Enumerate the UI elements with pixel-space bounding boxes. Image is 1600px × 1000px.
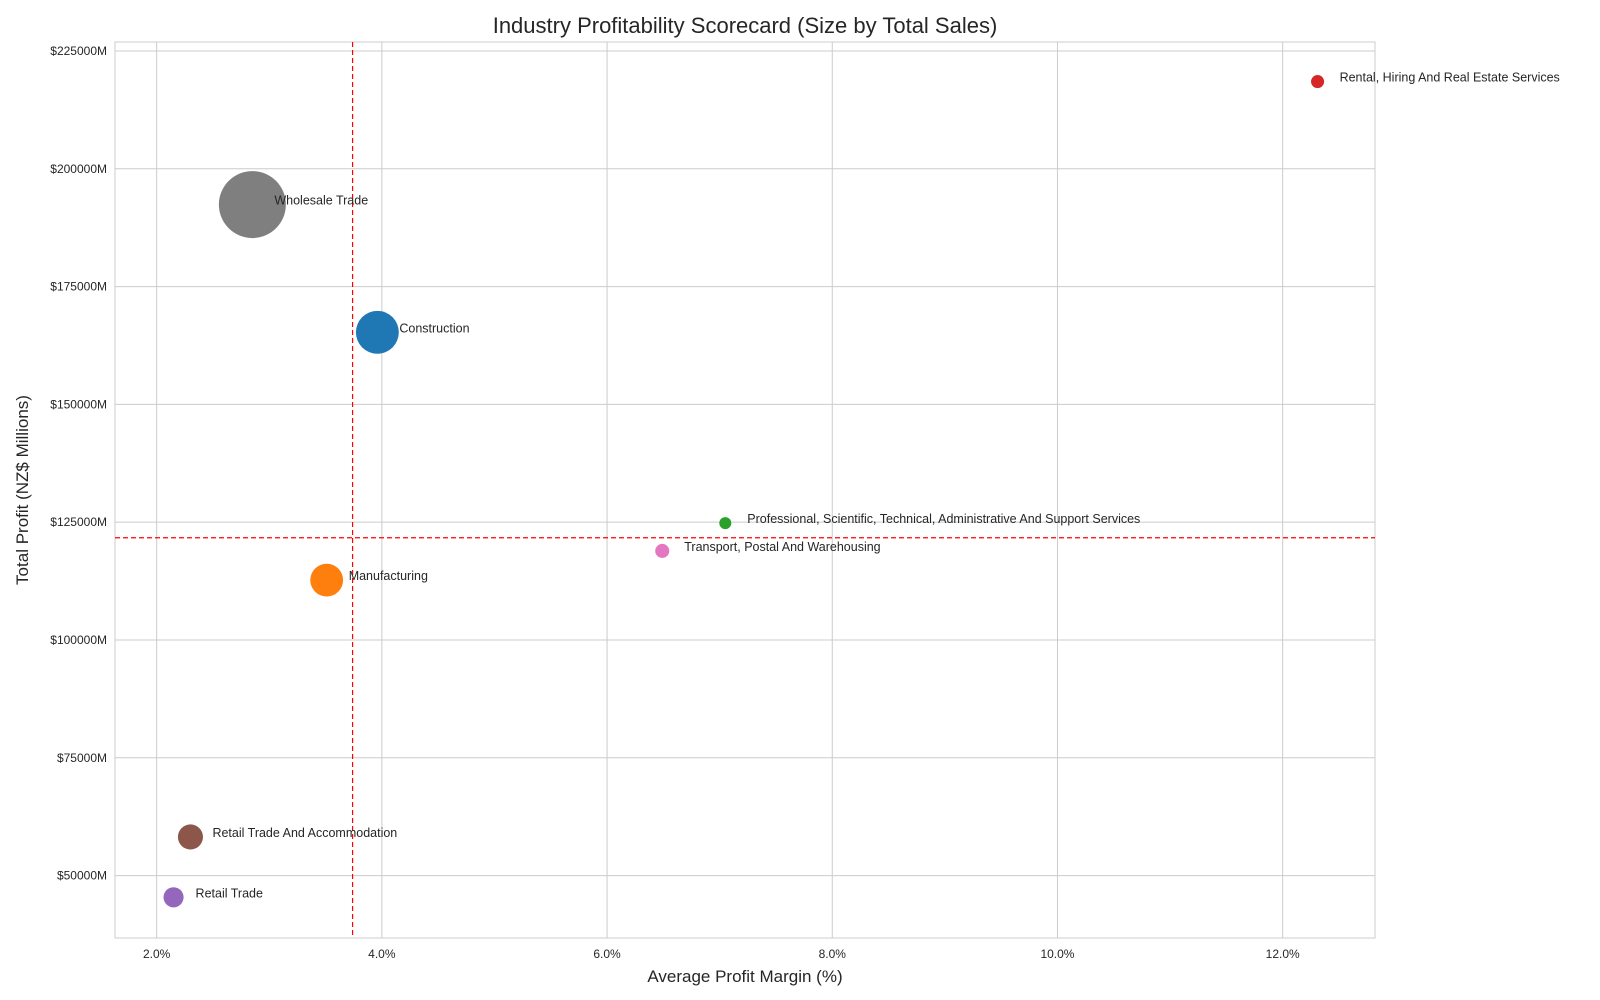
point-label: Professional, Scientific, Technical, Adm…	[747, 512, 1140, 526]
y-tick-label: $125000M	[50, 515, 107, 529]
x-axis-label: Average Profit Margin (%)	[647, 967, 842, 986]
y-axis-label: Total Profit (NZ$ Millions)	[13, 395, 32, 585]
data-point	[1311, 75, 1325, 89]
data-point	[719, 517, 732, 530]
point-label: Retail Trade And Accommodation	[212, 826, 397, 840]
point-label: Rental, Hiring And Real Estate Services	[1340, 71, 1560, 85]
point-label: Transport, Postal And Warehousing	[684, 540, 880, 554]
y-tick-label: $200000M	[50, 162, 107, 176]
x-tick-label: 6.0%	[593, 947, 621, 961]
x-tick-label: 12.0%	[1266, 947, 1300, 961]
x-tick-label: 2.0%	[143, 947, 171, 961]
data-point	[163, 887, 184, 908]
point-label: Retail Trade	[196, 886, 263, 900]
plot-area	[114, 41, 1376, 939]
point-label: Wholesale Trade	[274, 194, 368, 208]
data-point	[655, 543, 670, 558]
y-axis-ticks: $50000M $75000M $100000M $125000M $150000M $1…	[50, 44, 107, 883]
chart-title: Industry Profitability Scorecard (Size b…	[493, 13, 998, 38]
data-point	[177, 824, 203, 850]
data-points: Wholesale Trade Construction Rental, Hirin…	[163, 71, 1560, 908]
point-label: Construction	[399, 321, 469, 335]
y-tick-label: $75000M	[57, 751, 107, 765]
x-tick-label: 8.0%	[819, 947, 847, 961]
x-tick-label: 10.0%	[1040, 947, 1074, 961]
y-tick-label: $100000M	[50, 633, 107, 647]
grid	[115, 42, 1375, 938]
data-point	[310, 563, 344, 597]
y-tick-label: $225000M	[50, 44, 107, 58]
x-axis-ticks: 2.0% 4.0% 6.0% 8.0% 10.0% 12.0%	[143, 947, 1300, 961]
data-point	[355, 310, 399, 354]
x-tick-label: 4.0%	[368, 947, 396, 961]
data-point	[218, 171, 286, 239]
y-tick-label: $150000M	[50, 397, 107, 411]
y-tick-label: $175000M	[50, 280, 107, 294]
reference-lines	[115, 42, 1375, 938]
point-label: Manufacturing	[349, 569, 428, 583]
y-tick-label: $50000M	[57, 869, 107, 883]
